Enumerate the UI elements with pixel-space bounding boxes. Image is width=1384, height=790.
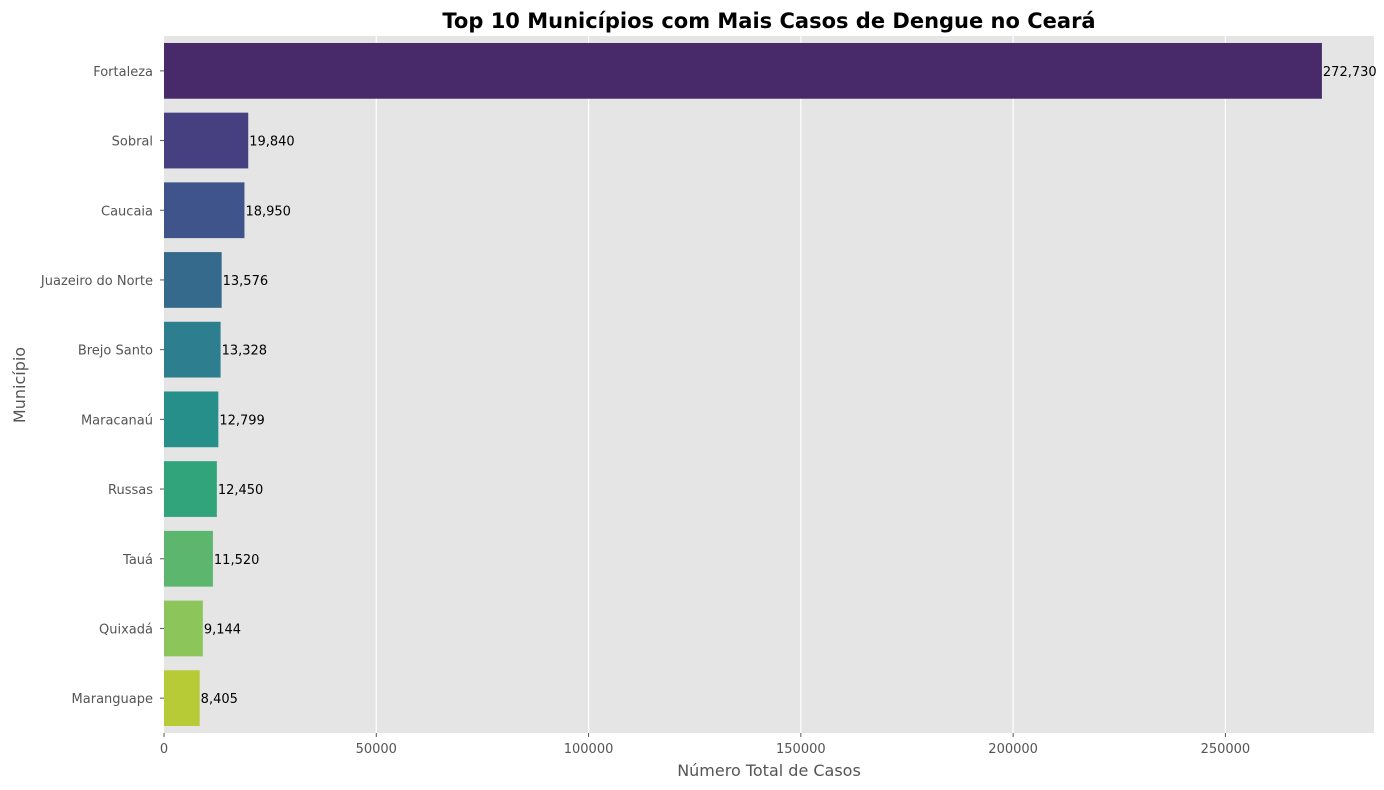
bar-sobral — [164, 112, 249, 169]
x-tick-label: 50000 — [356, 742, 397, 757]
bar-russas — [164, 461, 217, 517]
x-tick-label: 0 — [160, 742, 168, 757]
data-label: 13,328 — [222, 344, 268, 359]
value-labels: 272,730 19,840 18,950 13,576 13,328 12,799 12,… — [201, 65, 1377, 707]
y-tick-labels: Fortaleza Sobral Caucaia Juazeiro do Norte B… — [40, 65, 164, 707]
y-tick-label: Tauá — [122, 553, 153, 568]
data-label: 18,950 — [245, 204, 291, 219]
bar-caucaia — [164, 182, 245, 239]
chart-title: Top 10 Municípios com Mais Casos de Deng… — [442, 9, 1095, 33]
data-label: 12,799 — [219, 413, 264, 428]
data-label: 9,144 — [204, 622, 241, 637]
x-tick-label: 250000 — [1201, 742, 1251, 757]
y-tick-label: Fortaleza — [93, 65, 153, 80]
bars — [164, 42, 1322, 727]
bar-maranguape — [164, 670, 200, 727]
plot-area — [164, 36, 1374, 733]
bar-brejo-santo — [164, 321, 221, 378]
bar-tau- — [164, 530, 213, 587]
data-label: 272,730 — [1323, 65, 1377, 80]
x-axis-label: Número Total de Casos — [677, 761, 861, 780]
bar-maracana- — [164, 391, 219, 448]
y-tick-label: Juazeiro do Norte — [40, 274, 153, 289]
y-tick-label: Russas — [108, 483, 153, 498]
bar-juazeiro-do-norte — [164, 252, 222, 308]
y-axis-label: Município — [10, 347, 29, 423]
data-label: 19,840 — [249, 135, 294, 150]
x-tick-label: 200000 — [988, 742, 1038, 757]
x-tick-label: 100000 — [564, 742, 614, 757]
x-tick-labels: 0 50000 100000 150000 200000 250000 — [160, 733, 1250, 757]
data-label: 11,520 — [214, 553, 260, 568]
data-label: 8,405 — [201, 692, 238, 707]
y-tick-label: Maranguape — [72, 692, 153, 707]
y-tick-label: Caucaia — [101, 204, 153, 219]
bar-fortaleza — [164, 42, 1322, 99]
x-tick-label: 150000 — [776, 742, 826, 757]
data-label: 12,450 — [218, 483, 264, 498]
y-tick-label: Sobral — [112, 135, 153, 150]
y-tick-label: Brejo Santo — [78, 344, 153, 359]
data-label: 13,576 — [223, 274, 269, 289]
y-tick-label: Quixadá — [99, 622, 153, 637]
bar-quixad- — [164, 600, 203, 657]
y-tick-label: Maracanaú — [81, 413, 153, 428]
gridlines — [375, 36, 1227, 733]
